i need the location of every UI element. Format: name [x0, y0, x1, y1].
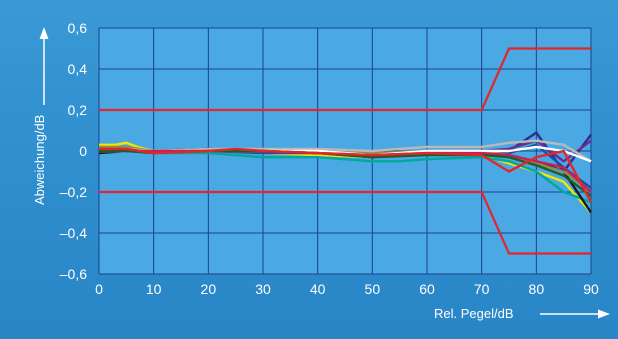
y-axis-label: Abweichung/dB: [32, 115, 47, 205]
x-tick-label: 50: [365, 281, 381, 297]
x-tick-label: 10: [146, 281, 162, 297]
x-tick-labels: 0 10 20 30 40 50 60 70 80 90: [95, 281, 599, 297]
series-line: [99, 147, 593, 203]
y-tick-labels: 0,6 0,4 0,2 0 –0,2 –0,4 –0,6: [60, 20, 87, 282]
x-tick-label: 30: [255, 281, 271, 297]
x-axis-arrow-head: [598, 309, 610, 319]
x-tick-label: 70: [474, 281, 490, 297]
x-tick-label: 40: [310, 281, 326, 297]
y-tick-label: 0,6: [68, 20, 88, 36]
x-tick-label: 80: [529, 281, 545, 297]
tolerance-limit-lower: [99, 190, 591, 255]
y-tick-label: 0,2: [68, 102, 88, 118]
y-tick-label: –0,4: [60, 225, 87, 241]
y-tick-label: –0,6: [60, 266, 87, 282]
series-lines: [98, 131, 593, 214]
y-tick-label: 0,4: [68, 61, 88, 77]
tolerance-limits: [99, 47, 591, 255]
x-tick-label: 20: [201, 281, 217, 297]
x-tick-label: 60: [419, 281, 435, 297]
y-tick-label: –0,2: [60, 184, 87, 200]
tolerance-limit-upper: [99, 47, 591, 112]
x-tick-label: 90: [583, 281, 599, 297]
y-tick-label: 0: [79, 143, 87, 159]
x-axis-label: Rel. Pegel/dB: [434, 306, 514, 321]
y-axis-arrow-head: [39, 27, 49, 39]
x-tick-label: 0: [95, 281, 103, 297]
